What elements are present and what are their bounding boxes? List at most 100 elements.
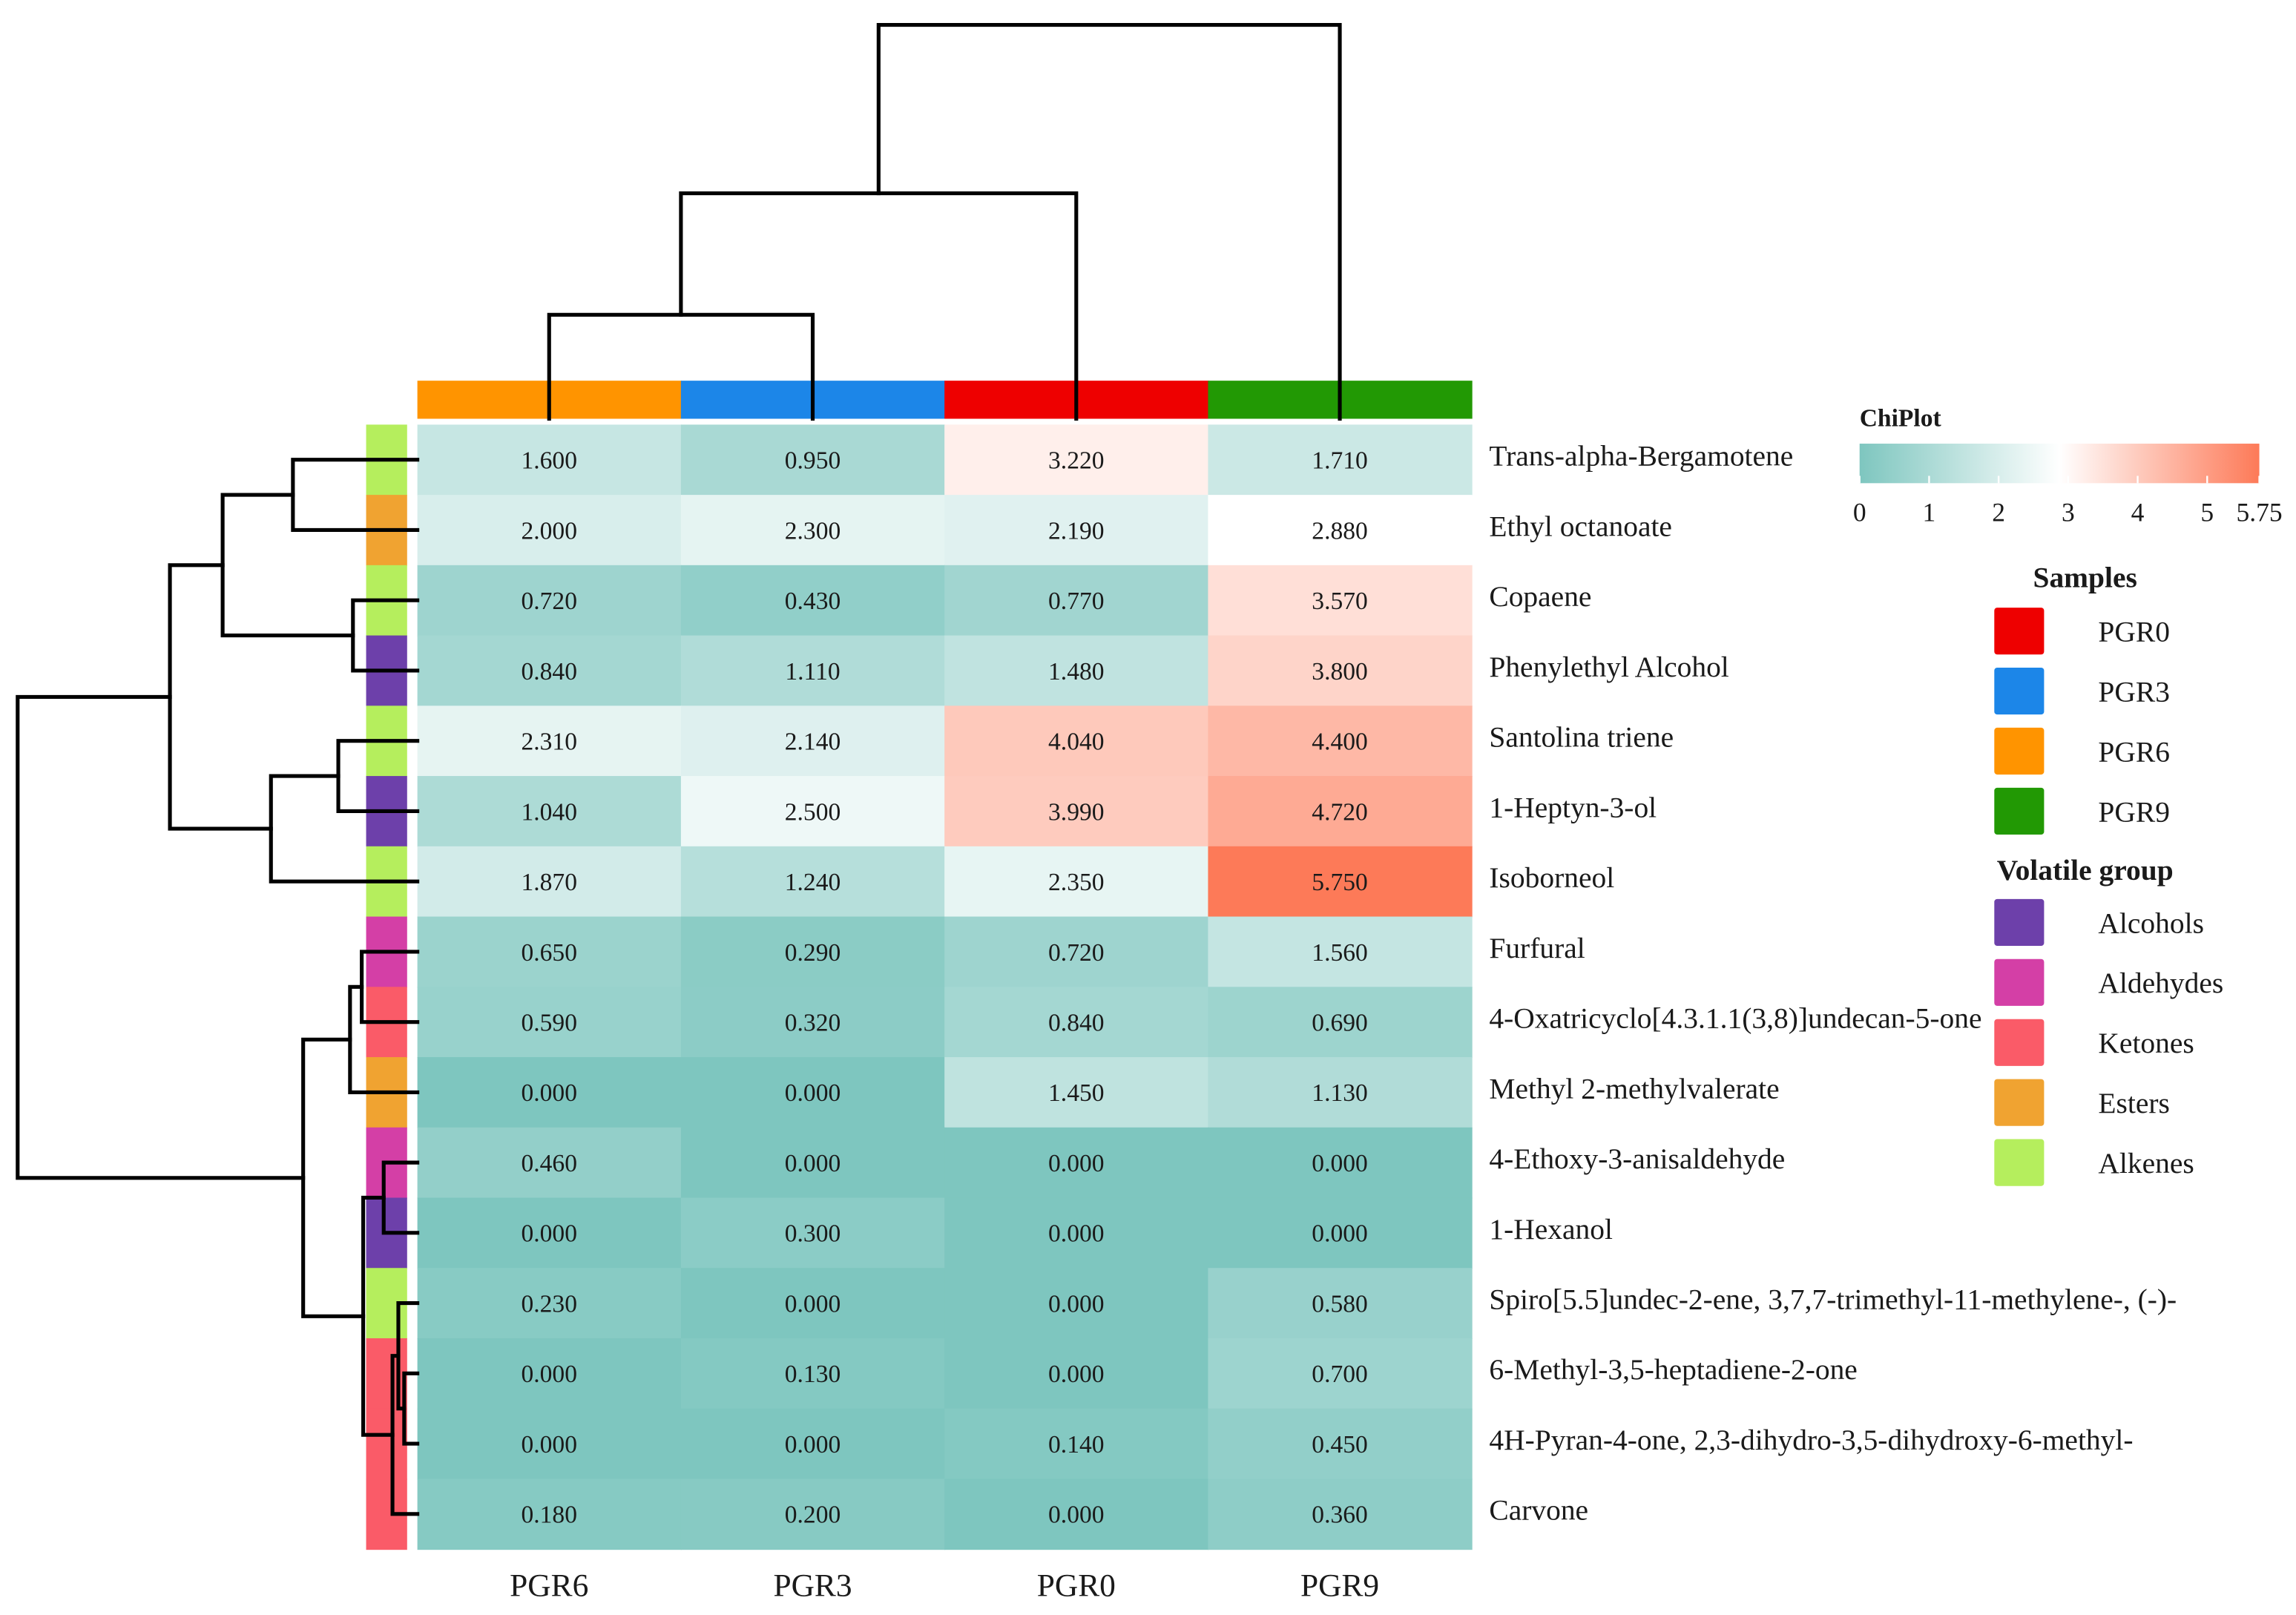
volatile-group-legend-item: Esters — [1994, 1079, 2170, 1126]
cell-value-label: 0.650 — [522, 939, 577, 967]
cell-value-label: 0.720 — [522, 588, 577, 615]
row-annotation-cell — [366, 1408, 407, 1480]
row-label: Carvone — [1489, 1494, 1588, 1527]
volatile-group-legend-item: Aldehydes — [1994, 958, 2223, 1006]
heatmap-cell — [1208, 1338, 1473, 1410]
heatmap-cell — [680, 1268, 946, 1339]
cell-value-label: 1.040 — [522, 798, 577, 826]
cell-value-label: 0.180 — [522, 1501, 577, 1529]
heatmap-cell — [1208, 776, 1473, 847]
heatmap-cell — [1208, 635, 1473, 707]
heatmap-cell — [1208, 424, 1473, 496]
row-label: 6-Methyl-3,5-heptadiene-2-one — [1489, 1353, 1857, 1386]
row-label: Furfural — [1489, 932, 1585, 964]
cell-value-label: 0.700 — [1312, 1361, 1367, 1388]
samples-legend-swatch — [1994, 668, 2045, 715]
cell-value-label: 0.000 — [785, 1079, 841, 1107]
heatmap-cell — [944, 635, 1209, 707]
heatmap-cell — [944, 846, 1209, 918]
volatile-group-legend-item: Alcohols — [1994, 898, 2204, 947]
heatmap-cell — [944, 916, 1209, 988]
samples-legend-item: PGR9 — [1994, 787, 2170, 835]
heatmap-cell — [944, 495, 1209, 566]
cell-value-label: 0.840 — [522, 658, 577, 685]
heatmap-cell — [1208, 705, 1473, 777]
cell-value-label: 1.560 — [1312, 939, 1367, 967]
colorbar-tick-label: 0 — [1853, 498, 1866, 527]
heatmap-cell — [417, 1268, 682, 1339]
heatmap-cell — [944, 424, 1209, 496]
row-label: Copaene — [1489, 580, 1591, 613]
column-label: PGR3 — [773, 1568, 852, 1603]
cell-value-label: 1.870 — [522, 869, 577, 896]
heatmap-cell — [680, 916, 946, 988]
samples-legend-label: PGR0 — [2098, 615, 2170, 648]
cell-value-label: 0.000 — [522, 1431, 577, 1458]
heatmap-cell — [1208, 565, 1473, 637]
heatmap-cell — [1208, 987, 1473, 1059]
cell-value-label: 0.290 — [785, 939, 841, 967]
volatile-group-legend-items: Alcohols Aldehydes Ketones Esters Alkenes — [1994, 898, 2223, 1186]
cell-value-label: 0.000 — [785, 1431, 841, 1458]
cell-value-label: 0.720 — [1048, 939, 1104, 967]
colorbar-tick-label: 5.75 — [2236, 498, 2282, 527]
row-label: 1-Hexanol — [1489, 1213, 1613, 1246]
cell-value-label: 1.600 — [522, 447, 577, 475]
column-dendrogram-branch — [876, 22, 1342, 421]
heatmap-cell — [417, 565, 682, 637]
row-label: Phenylethyl Alcohol — [1489, 651, 1728, 683]
row-label: Trans-alpha-Bergamotene — [1489, 440, 1793, 473]
colorbar-tick-label: 3 — [2062, 498, 2075, 527]
heatmap-cell — [944, 705, 1209, 777]
column-label: PGR6 — [510, 1568, 588, 1603]
row-label: 4-Oxatricyclo[4.3.1.1(3,8)]undecan-5-one — [1489, 1002, 1981, 1035]
heatmap-cell — [417, 1338, 682, 1410]
heatmap-cell — [417, 495, 682, 566]
heatmap-cell — [417, 846, 682, 918]
row-label: Methyl 2-methylvalerate — [1489, 1072, 1779, 1105]
cell-value-label: 0.200 — [785, 1501, 841, 1529]
cell-value-label: 0.000 — [1048, 1501, 1104, 1529]
heatmap-cell — [1208, 846, 1473, 918]
samples-legend-swatch — [1994, 787, 2045, 835]
heatmap-cell — [417, 1479, 682, 1550]
heatmap-cell — [417, 1197, 682, 1269]
cell-value-label: 0.300 — [785, 1220, 841, 1248]
heatmap-cell — [1208, 1408, 1473, 1480]
row-dendrogram-branch — [301, 1037, 366, 1318]
heatmap-cell — [417, 1127, 682, 1199]
samples-legend-label: PGR6 — [2098, 735, 2170, 768]
volatile-group-legend-label: Esters — [2098, 1087, 2169, 1119]
cell-value-label: 2.300 — [785, 517, 841, 545]
cell-value-label: 1.480 — [1048, 658, 1104, 685]
colorbar-tick-label: 5 — [2200, 498, 2214, 527]
cell-value-label: 0.000 — [1048, 1290, 1104, 1318]
volatile-group-legend-title: Volatile group — [1997, 854, 2174, 887]
heatmap-cell — [1208, 1268, 1473, 1339]
heatmap-cell — [417, 424, 682, 496]
cell-value-label: 0.000 — [522, 1361, 577, 1388]
heatmap-cell — [417, 916, 682, 988]
column-labels: PGR6 PGR3 PGR0 PGR9 — [510, 1568, 1379, 1603]
cell-value-label: 0.320 — [785, 1009, 841, 1036]
volatile-group-legend-swatch — [1994, 958, 2045, 1006]
volatile-group-legend: Volatile group Alcohols Aldehydes Ketones E… — [1994, 854, 2223, 1186]
heatmap-cell — [1208, 495, 1473, 566]
colorbar-tick-label: 1 — [1923, 498, 1936, 527]
cell-value-label: 0.000 — [1048, 1150, 1104, 1177]
heatmap-cell — [944, 987, 1209, 1059]
cell-value-label: 0.950 — [785, 447, 841, 475]
column-annotation-bar — [417, 381, 1473, 419]
cell-value-label: 2.140 — [785, 728, 841, 756]
cell-value-label: 1.710 — [1312, 447, 1367, 475]
heatmap-cell — [680, 424, 946, 496]
heatmap-cell — [417, 635, 682, 707]
volatile-group-legend-swatch — [1994, 898, 2045, 947]
heatmap-cell — [944, 776, 1209, 847]
row-annotation-cell — [366, 1338, 407, 1410]
cell-value-label: 0.130 — [785, 1361, 841, 1388]
heatmap-cell — [680, 1338, 946, 1410]
samples-legend-items: PGR0 PGR3 PGR6 PGR9 — [1994, 608, 2170, 835]
volatile-group-legend-label: Aldehydes — [2098, 967, 2223, 999]
samples-legend-swatch — [1994, 608, 2045, 655]
